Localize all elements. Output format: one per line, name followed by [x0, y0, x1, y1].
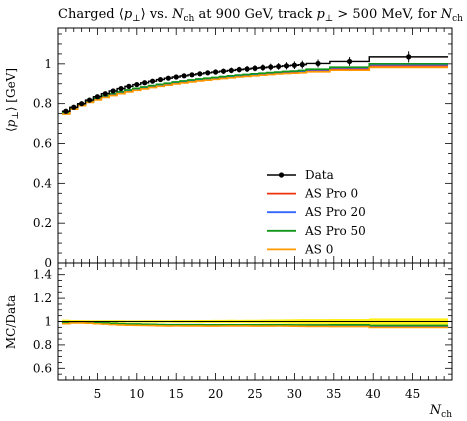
y-tick-label: 0.8: [33, 97, 52, 111]
data-point: [173, 74, 179, 80]
x-tick-label: 10: [129, 387, 144, 401]
data-point: [291, 62, 297, 68]
x-tick-label: 25: [247, 387, 262, 401]
x-tick-label: 20: [208, 387, 223, 401]
main-panel: 0 0.2 0.4 0.6 0.8 1: [33, 27, 453, 270]
data-point: [142, 80, 148, 86]
ratio-line-as-pro-50: [61, 320, 449, 327]
x-tick-label: 40: [366, 387, 381, 401]
data-point: [244, 66, 250, 72]
data-point: [63, 108, 69, 114]
legend-label-as-pro-50: AS Pro 50: [304, 224, 366, 238]
data-point: [126, 83, 132, 89]
ratio-y-tick-label: 1.2: [33, 291, 52, 305]
data-point: [276, 63, 282, 70]
legend-marker-data-point: [278, 172, 285, 178]
data-point: [197, 71, 203, 77]
y-tick-label: 0: [44, 256, 52, 270]
ratio-line-as-0: [61, 322, 449, 329]
x-axis-label: Nch: [429, 403, 452, 420]
data-point: [165, 75, 171, 81]
ratio-panel: 5 10 15 20 25 30 35 40 45 0.6 0.8 1 1.2 1.4: [33, 262, 453, 401]
data-point: [134, 81, 140, 88]
legend-label-data: Data: [305, 168, 334, 182]
ratio-y-tick-label: 0.6: [33, 361, 52, 375]
y-tick-label: 1: [44, 57, 52, 71]
legend-label-as-pro-20: AS Pro 20: [304, 205, 366, 219]
data-point: [236, 67, 242, 73]
x-tick-label: 45: [405, 387, 420, 401]
y-tick-label: 0.4: [33, 176, 52, 190]
legend-label-as-pro-0: AS Pro 0: [304, 187, 358, 201]
ratio-y-tick-label: 0.8: [33, 338, 52, 352]
data-point: [189, 72, 195, 78]
x-tick-label: 5: [94, 387, 102, 401]
legend: Data AS Pro 0 AS Pro 20 AS Pro 50 AS 0: [267, 168, 366, 256]
data-point: [260, 65, 266, 71]
data-point: [406, 54, 412, 60]
ratio-y-axis-label: MC/Data: [4, 295, 18, 349]
data-point: [94, 94, 100, 100]
data-point: [181, 73, 187, 79]
data-line: [61, 56, 449, 112]
data-point: [268, 64, 274, 70]
data-point: [213, 69, 219, 75]
chart-title: Charged ⟨p⊥⟩ vs. Nch at 900 GeV, track p…: [58, 7, 467, 24]
x-tick-label: 30: [287, 387, 302, 401]
x-tick-label: 15: [169, 387, 184, 401]
data-point: [110, 88, 116, 94]
ratio-y-tick-label: 1: [44, 315, 52, 329]
data-point: [283, 63, 290, 69]
data-point: [86, 97, 93, 103]
data-point: [71, 104, 77, 110]
data-point: [228, 67, 234, 74]
y-tick-label: 0.6: [33, 137, 52, 151]
data-point: [149, 78, 156, 84]
y-axis-label: ⟨p⊥⟩ [GeV]: [4, 68, 21, 132]
data-point: [118, 85, 124, 92]
legend-label-as-0: AS 0: [304, 242, 333, 256]
y-tick-label: 0.2: [33, 216, 52, 230]
data-point: [299, 62, 305, 68]
data-point: [315, 60, 321, 67]
data-point: [220, 68, 227, 74]
x-tick-label: 35: [326, 387, 341, 401]
data-point: [205, 70, 211, 76]
data-point: [102, 91, 108, 97]
data-point: [346, 58, 353, 65]
data-point: [157, 76, 164, 83]
series-line-as-0: [61, 66, 449, 115]
data-point: [252, 65, 258, 71]
ratio-y-tick-label: 1.4: [33, 268, 52, 282]
data-point: [79, 101, 85, 107]
